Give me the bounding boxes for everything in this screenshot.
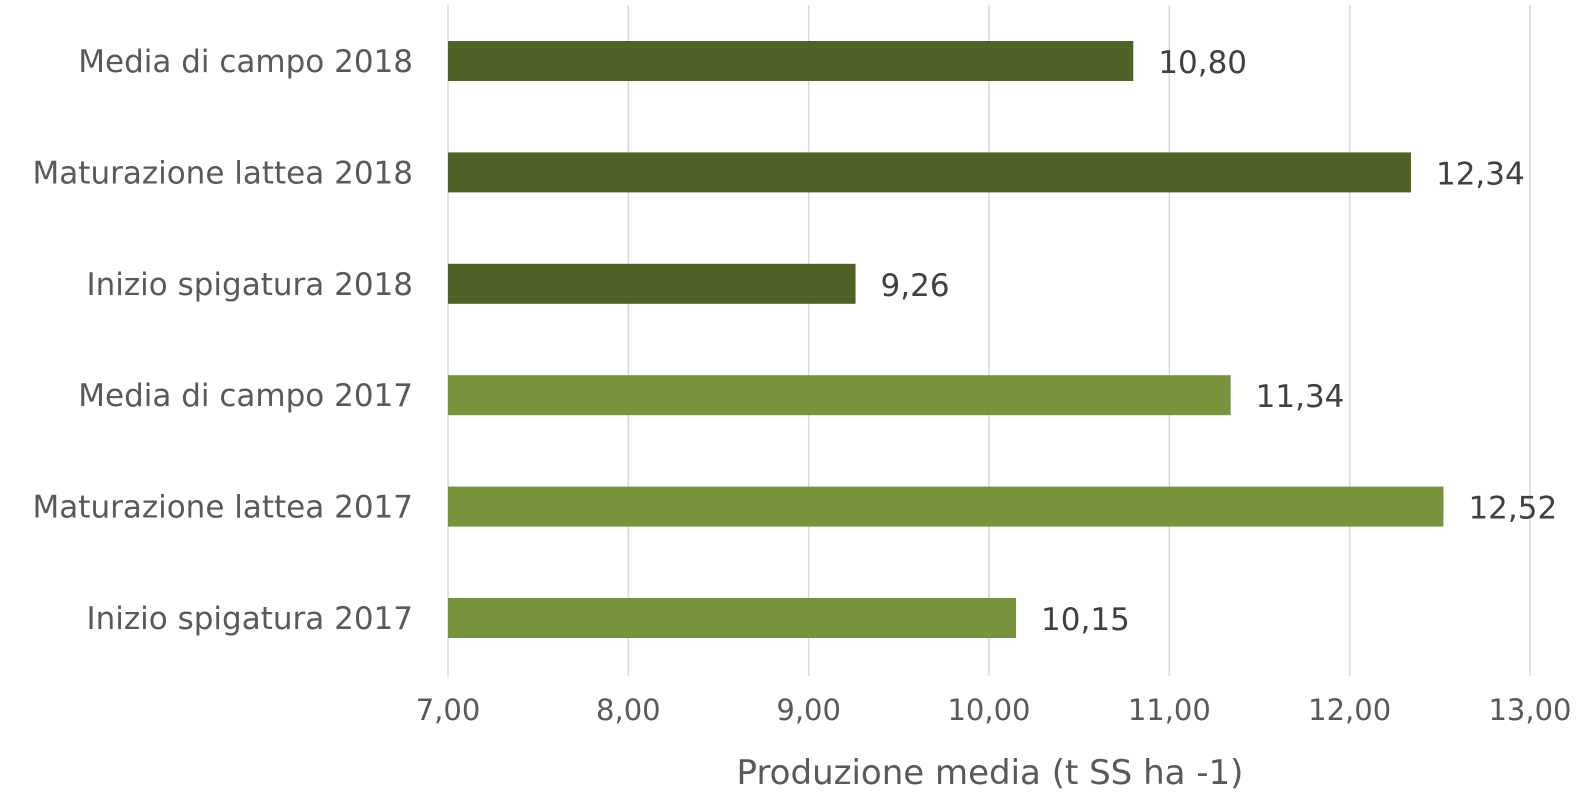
bar: [448, 598, 1017, 638]
data-label: 11,34: [1256, 379, 1345, 415]
data-label: 12,34: [1436, 156, 1525, 192]
x-tick-label: 9,00: [776, 693, 841, 727]
category-label: Media di campo 2018: [78, 44, 413, 80]
bar: [448, 486, 1444, 527]
x-tick-labels: 7,00 8,00 9,00 10,00 11,00 12,00 13,00: [416, 693, 1572, 727]
category-label: Media di campo 2017: [78, 378, 413, 414]
data-label: 9,26: [881, 268, 950, 304]
bar: [448, 41, 1134, 81]
data-label: 12,52: [1468, 491, 1557, 527]
x-axis-title: Produzione media (t SS ha -1): [737, 753, 1244, 793]
x-tick-label: 8,00: [596, 693, 661, 727]
category-labels: Media di campo 2018 Maturazione lattea 20…: [33, 44, 413, 637]
category-label: Maturazione lattea 2017: [33, 490, 413, 526]
value-labels: 10,80 12,34 9,26 11,34 12,52 10,15: [881, 45, 1558, 638]
x-tick-label: 10,00: [947, 693, 1030, 727]
x-tick-label: 7,00: [416, 693, 481, 727]
category-label: Inizio spigatura 2017: [86, 601, 413, 637]
x-tick-label: 12,00: [1308, 693, 1391, 727]
bar: [448, 263, 856, 304]
data-label: 10,80: [1158, 45, 1247, 81]
x-tick-label: 13,00: [1488, 693, 1571, 727]
x-tick-label: 11,00: [1128, 693, 1211, 727]
gridlines: [447, 5, 1531, 676]
bar: [448, 152, 1411, 193]
bar: [448, 375, 1231, 416]
category-label: Inizio spigatura 2018: [86, 267, 413, 303]
category-label: Maturazione lattea 2018: [33, 155, 413, 191]
bars: [448, 41, 1444, 638]
data-label: 10,15: [1041, 602, 1130, 638]
